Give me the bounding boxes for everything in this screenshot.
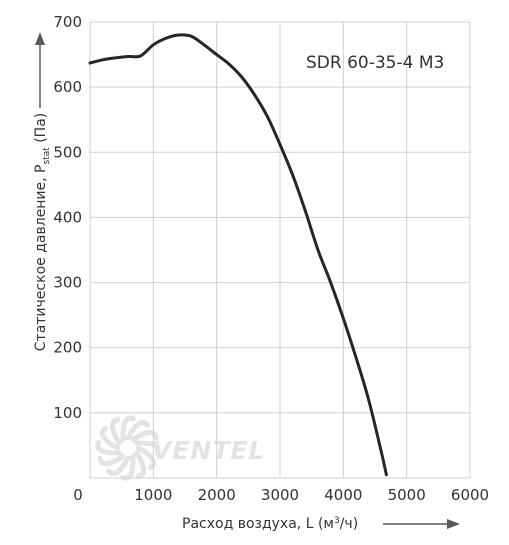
x-tick-label: 2000 bbox=[198, 486, 236, 504]
watermark-blade-icon bbox=[97, 454, 126, 467]
y-tick-label: 200 bbox=[53, 339, 82, 357]
x-axis-title-sup: 3 bbox=[334, 516, 340, 526]
x-tick-label: 6000 bbox=[451, 486, 489, 504]
x-axis-title-main: Расход воздуха, L (м bbox=[182, 516, 334, 532]
watermark-blade-icon bbox=[125, 419, 150, 441]
watermark-blade-icon bbox=[106, 455, 131, 477]
y-tick-labels: 100 200 300 400 500 600 700 bbox=[53, 13, 82, 422]
y-axis-title-main: Статическое давление, P bbox=[33, 165, 49, 352]
watermark-blade-icon bbox=[99, 426, 121, 451]
x-tick-label: 1000 bbox=[134, 486, 172, 504]
ventel-watermark: VENTEL bbox=[95, 415, 265, 481]
watermark-blade-icon bbox=[135, 445, 157, 470]
x-tick-label: 0 bbox=[73, 486, 83, 504]
watermark-blade-icon bbox=[134, 440, 161, 456]
model-label: SDR 60-35-4 M3 bbox=[306, 53, 444, 73]
x-tick-label: 4000 bbox=[324, 486, 362, 504]
watermark-blade-icon bbox=[109, 417, 122, 446]
chart-grid bbox=[89, 21, 471, 479]
y-tick-label: 400 bbox=[53, 208, 82, 226]
watermark-blade-icon bbox=[130, 429, 159, 442]
watermark-blade-icon bbox=[120, 415, 136, 442]
y-tick-label: 300 bbox=[53, 274, 82, 292]
y-axis-arrow bbox=[35, 32, 45, 108]
y-tick-label: 700 bbox=[53, 13, 82, 31]
y-tick-label: 100 bbox=[53, 404, 82, 422]
y-tick-label: 600 bbox=[53, 78, 82, 96]
series-line bbox=[88, 33, 388, 477]
y-axis-title-sub: stat bbox=[42, 147, 52, 165]
y-axis-title-unit: (Па) bbox=[33, 113, 49, 147]
series-layer bbox=[88, 33, 388, 477]
y-axis-title: Статическое давление, Pstat (Па) bbox=[33, 113, 52, 351]
x-tick-label: 5000 bbox=[388, 486, 426, 504]
watermark-text: VENTEL bbox=[152, 436, 265, 465]
y-tick-label: 500 bbox=[53, 143, 82, 161]
watermark-blade-icon bbox=[95, 440, 122, 456]
x-axis-arrow bbox=[383, 519, 460, 529]
x-axis-title-unit: /ч) bbox=[340, 516, 358, 532]
x-tick-label: 3000 bbox=[261, 486, 299, 504]
x-axis-title: Расход воздуха, L (м3/ч) bbox=[182, 516, 358, 532]
watermark-blade-icon bbox=[134, 450, 147, 479]
y-axis-title-group: Статическое давление, Pstat (Па) bbox=[33, 113, 52, 351]
x-tick-labels: 0 1000 2000 3000 4000 5000 6000 bbox=[73, 486, 489, 504]
